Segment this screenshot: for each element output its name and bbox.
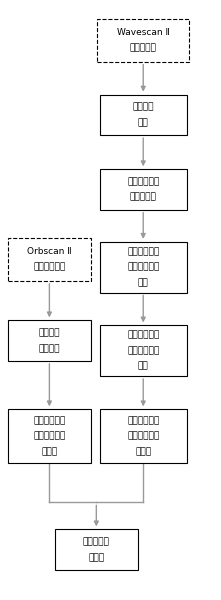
Text: 角膜接触镜后: 角膜接触镜后 <box>127 247 159 256</box>
FancyBboxPatch shape <box>8 320 91 361</box>
Text: 角膜接触镜前: 角膜接触镜前 <box>127 416 159 425</box>
Text: 型结构: 型结构 <box>135 447 151 456</box>
Text: 特征参数: 特征参数 <box>39 344 60 353</box>
Text: 像差: 像差 <box>138 362 149 371</box>
Text: 角膜面型: 角膜面型 <box>39 328 60 337</box>
Text: 屈光度: 屈光度 <box>88 553 104 562</box>
FancyBboxPatch shape <box>8 409 91 463</box>
FancyBboxPatch shape <box>100 325 187 376</box>
Text: 波前像差: 波前像差 <box>132 103 154 112</box>
Text: Wavescan Ⅱ: Wavescan Ⅱ <box>117 28 170 37</box>
Text: 表面处的波前: 表面处的波前 <box>127 263 159 272</box>
Text: 型结构: 型结构 <box>41 447 57 456</box>
Text: 表面光学区面: 表面光学区面 <box>127 431 159 440</box>
Text: 表面处的波前: 表面处的波前 <box>127 346 159 355</box>
FancyBboxPatch shape <box>8 238 91 281</box>
Text: Orbscan Ⅱ: Orbscan Ⅱ <box>27 247 72 256</box>
FancyBboxPatch shape <box>100 169 187 210</box>
Text: 数据: 数据 <box>138 118 149 127</box>
Text: 角膜接触镜: 角膜接触镜 <box>83 538 110 547</box>
FancyBboxPatch shape <box>100 95 187 135</box>
Text: 角膜接触镜后: 角膜接触镜后 <box>33 416 65 425</box>
Text: 角膜接触镜前: 角膜接触镜前 <box>127 331 159 340</box>
FancyBboxPatch shape <box>97 19 189 62</box>
Text: 角膜地形图仪: 角膜地形图仪 <box>33 263 65 272</box>
Text: 的波前像差: 的波前像差 <box>130 193 157 202</box>
Text: 波前像差仪: 波前像差仪 <box>130 43 157 52</box>
Text: 像差: 像差 <box>138 278 149 287</box>
Text: 角膜前表面处: 角膜前表面处 <box>127 177 159 186</box>
Text: 表面光学区面: 表面光学区面 <box>33 431 65 440</box>
FancyBboxPatch shape <box>100 409 187 463</box>
FancyBboxPatch shape <box>100 242 187 293</box>
FancyBboxPatch shape <box>55 529 138 570</box>
